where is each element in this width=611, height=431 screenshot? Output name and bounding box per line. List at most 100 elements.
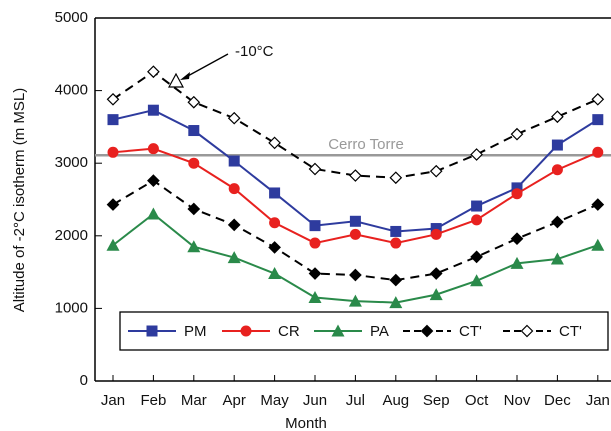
marker <box>591 238 605 251</box>
series-line <box>112 70 599 179</box>
marker <box>551 139 563 151</box>
marker <box>510 127 524 141</box>
legend-label: CT' <box>459 323 482 340</box>
marker <box>228 183 240 195</box>
y-axis-label: Altitude of -2°C isotherm (m MSL) <box>11 88 28 312</box>
marker <box>390 237 402 249</box>
marker <box>592 114 604 126</box>
series-line <box>112 212 599 304</box>
marker <box>349 268 362 282</box>
marker <box>228 155 240 167</box>
x-tick-label: Aug <box>382 392 409 409</box>
marker <box>390 225 402 237</box>
marker <box>308 291 322 304</box>
marker <box>106 238 120 251</box>
marker <box>188 157 200 169</box>
annotation-marker <box>167 72 185 88</box>
y-tick-label: 3000 <box>55 154 88 171</box>
marker <box>147 174 160 187</box>
marker <box>107 146 119 158</box>
marker <box>551 164 563 176</box>
marker <box>147 143 159 155</box>
marker <box>308 162 322 176</box>
marker <box>471 214 483 226</box>
marker <box>430 223 442 235</box>
x-tick-label: Jul <box>346 392 365 409</box>
x-tick-label: Apr <box>223 392 246 409</box>
legend-label: PM <box>184 323 207 340</box>
marker <box>268 136 281 150</box>
marker <box>389 171 403 185</box>
marker <box>510 256 524 269</box>
marker <box>188 125 200 137</box>
marker <box>550 252 564 265</box>
x-tick-label: Jan <box>586 392 610 409</box>
x-tick-label: Nov <box>504 392 531 409</box>
marker <box>147 65 160 79</box>
marker <box>389 296 403 309</box>
y-tick-label: 5000 <box>55 9 88 26</box>
marker <box>591 92 605 106</box>
reference-label: Cerro Torre <box>328 136 404 153</box>
marker <box>430 228 442 240</box>
marker <box>269 187 281 199</box>
marker <box>227 251 241 264</box>
legend-label: CR <box>278 323 300 340</box>
marker <box>429 288 443 301</box>
marker <box>227 111 241 125</box>
x-axis-label: Month <box>285 415 327 431</box>
marker <box>429 267 443 280</box>
arrow-head <box>180 72 190 80</box>
legend-marker <box>240 325 252 337</box>
marker <box>349 215 361 227</box>
legend-label: CT' <box>559 323 582 340</box>
x-tick-label: Feb <box>140 392 166 409</box>
marker <box>308 267 322 280</box>
x-tick-label: Jun <box>303 392 327 409</box>
marker <box>107 114 119 126</box>
marker <box>551 215 564 229</box>
marker <box>511 182 523 194</box>
marker <box>187 240 201 253</box>
marker <box>187 95 201 109</box>
y-tick-label: 2000 <box>55 227 88 244</box>
marker <box>146 207 160 220</box>
marker <box>187 202 201 216</box>
x-tick-label: Sep <box>423 392 450 409</box>
legend-marker <box>146 325 158 337</box>
marker <box>470 250 483 264</box>
marker <box>348 294 362 307</box>
marker <box>309 220 321 232</box>
marker <box>471 200 483 212</box>
marker <box>269 217 281 229</box>
marker <box>470 274 484 287</box>
x-tick-label: Oct <box>465 392 489 409</box>
annotation-arrow <box>185 53 229 78</box>
marker <box>309 237 321 249</box>
y-tick-label: 1000 <box>55 299 88 316</box>
legend-marker <box>420 324 434 338</box>
marker <box>268 267 282 280</box>
marker <box>592 146 604 158</box>
marker <box>470 148 483 161</box>
marker <box>349 228 361 240</box>
legend-label: PA <box>370 323 389 340</box>
marker <box>591 198 605 211</box>
marker <box>349 169 362 182</box>
marker <box>551 110 564 124</box>
marker <box>429 164 443 178</box>
marker <box>147 104 159 116</box>
legend-marker <box>520 324 534 338</box>
x-tick-label: Jan <box>101 392 125 409</box>
marker <box>268 241 281 254</box>
marker <box>106 198 120 211</box>
marker <box>227 218 241 232</box>
marker <box>511 188 523 200</box>
x-tick-label: Dec <box>544 392 571 409</box>
marker <box>389 273 403 287</box>
y-tick-label: 4000 <box>55 82 88 99</box>
legend-marker <box>331 324 345 337</box>
y-tick-label: 0 <box>80 372 88 389</box>
x-tick-label: Mar <box>181 392 207 409</box>
